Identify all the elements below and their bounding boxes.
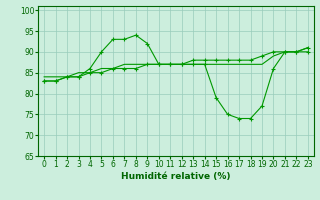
X-axis label: Humidité relative (%): Humidité relative (%) xyxy=(121,172,231,181)
